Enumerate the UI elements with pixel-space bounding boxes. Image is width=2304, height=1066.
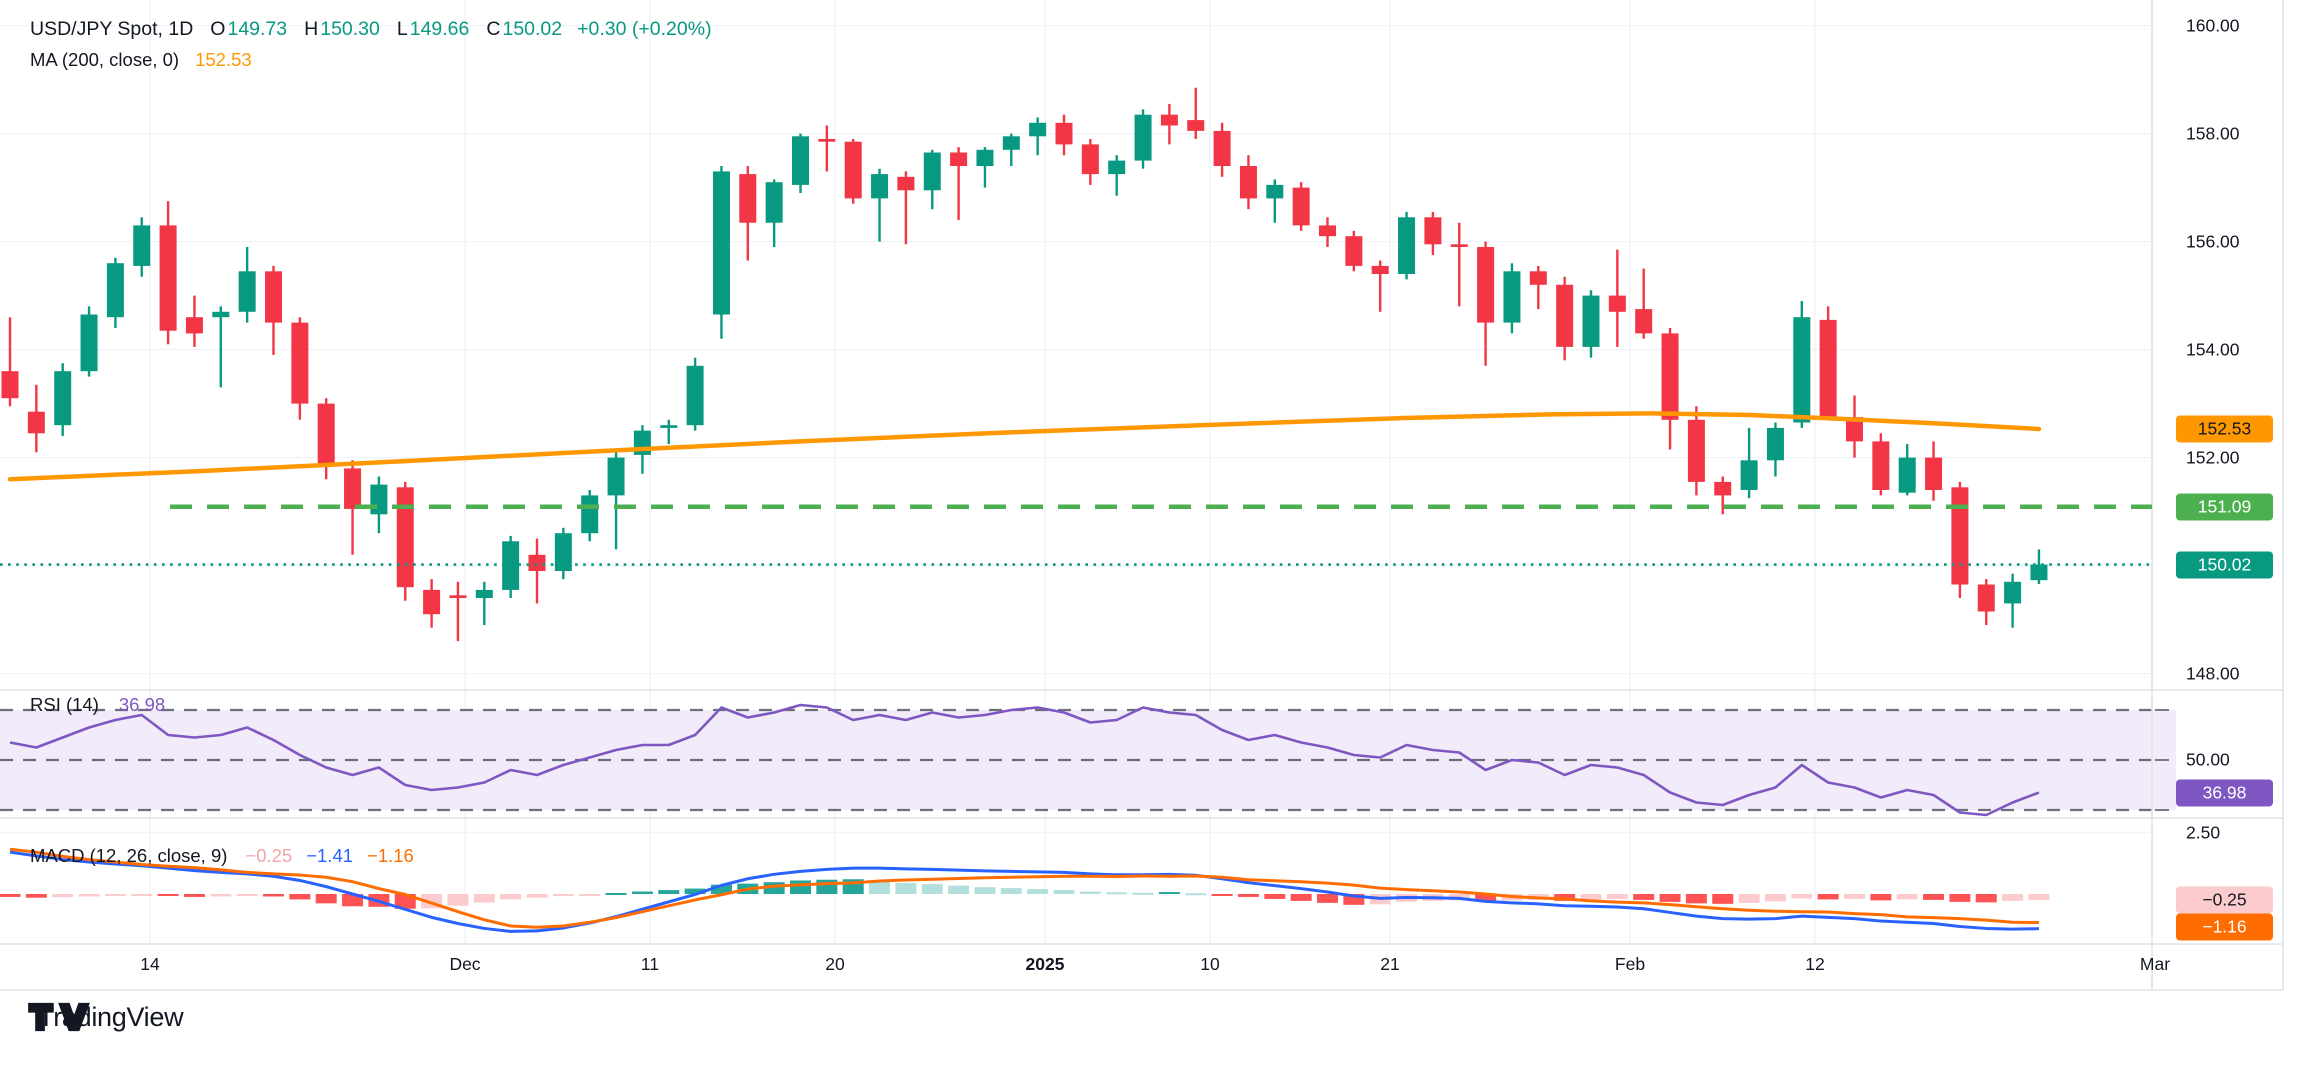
rsi-value-badge: 36.98 [2176,779,2273,807]
symbol-title[interactable]: USD/JPY Spot, 1D [30,18,194,40]
time-tick-label: Feb [1614,954,1646,974]
macd-legend-label: MACD (12, 26, close, 9) [30,845,228,866]
rsi-legend[interactable]: RSI (14) 36.98 [30,694,165,716]
close-value: 150.02 [502,18,563,40]
change-value: +0.30 (+0.20%) [577,18,712,40]
macd-signal-badge: −1.16 [2176,913,2273,941]
low-value: 149.66 [409,18,470,40]
macd-line-value: −1.41 [306,845,354,866]
price-tick-label: 152.00 [2186,447,2240,468]
ma-legend[interactable]: MA (200, close, 0) 152.53 [30,49,252,71]
last-price-badge: 150.02 [2176,551,2273,579]
tv-logo-icon [28,1002,90,1032]
time-tick-label: Mar [2139,954,2171,974]
ma200-line [7,411,2042,482]
price-scale[interactable]: 160.00 158.00 156.00 154.00 152.00 148.00 50.0… [2152,0,2283,944]
ma-price-badge: 152.53 [2176,415,2273,443]
low-label: L [396,18,408,40]
open-label: O [210,18,226,40]
price-tick-label: 156.00 [2186,231,2240,252]
ma-legend-label: MA (200, close, 0) [30,49,180,70]
macd-signal-value: −1.16 [367,845,414,866]
rsi-legend-label: RSI (14) [30,694,99,715]
price-tick-label: 148.00 [2186,663,2240,684]
close-label: C [486,18,501,40]
time-tick-label: 14 [140,954,160,974]
open-value: 149.73 [227,18,288,40]
time-tick-label: Dec [449,954,481,974]
macd-legend[interactable]: MACD (12, 26, close, 9) −0.25 −1.41 −1.1… [30,845,414,867]
time-axis[interactable]: 14 Dec 11 20 2025 10 21 Feb 12 Mar [0,944,2283,990]
time-tick-label: 12 [1805,954,1825,974]
macd-hist-badge: −0.25 [2176,886,2273,914]
macd-line [9,850,2039,933]
level-price-badge: 151.09 [2176,493,2273,521]
time-tick-label: 20 [825,954,845,974]
macd-hist-value: −0.25 [245,845,293,866]
time-tick-label: 21 [1380,954,1400,974]
rsi-legend-value: 36.98 [118,694,166,715]
ma-legend-value: 152.53 [195,49,252,70]
macd-tick-label: 2.50 [2186,822,2221,842]
price-tick-label: 158.00 [2186,123,2240,144]
time-tick-label: 2025 [1025,954,1065,974]
rsi-tick-label: 50.00 [2186,749,2230,770]
high-value: 150.30 [320,18,380,40]
symbol-legend: USD/JPY Spot, 1D O 149.73 H 150.30 L 149.66… [30,18,712,41]
price-tick-label: 154.00 [2186,339,2240,360]
time-tick-label: 10 [1200,954,1220,974]
rsi-line [9,703,2040,817]
tradingview-logo[interactable]: TradingView [28,1002,184,1033]
price-tick-label: 160.00 [2186,15,2240,36]
macd-signal-line [9,847,2039,929]
high-label: H [304,18,319,40]
candles [1,87,2048,642]
time-tick-label: 11 [640,954,660,974]
